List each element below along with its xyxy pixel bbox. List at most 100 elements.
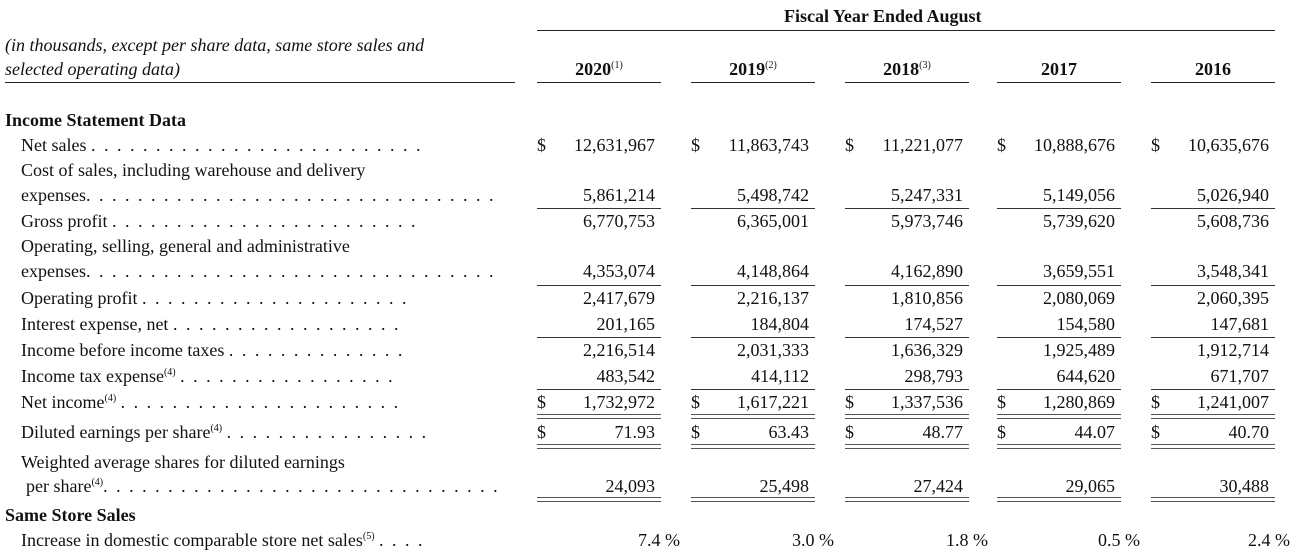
cell-diluted-eps-2019: 63.43 [768,422,810,442]
cell-weighted-shares-2019: 25,498 [759,476,810,496]
cell-net-income-2019: 1,617,221 [737,392,809,412]
total-double-rule [1151,414,1275,419]
total-double-rule [691,444,815,449]
cell-comparable-sales-2016: 2.4 % [1248,530,1290,550]
year-header-2018: 2018(3) [883,59,931,79]
currency-symbol: $ [997,392,1006,412]
subtotal-rule [1151,208,1275,209]
cell-interest-expense-2017: 154,580 [1056,314,1116,334]
row-label-interest-expense: Interest expense, net . . . . . . . . . … [21,314,401,334]
currency-symbol: $ [537,422,546,442]
cell-net-income-2018: 1,337,536 [891,392,963,412]
row-label-weighted-shares-cont: per share(4). . . . . . . . . . . . . . … [26,476,500,496]
leader-dots: . . . . . . . . . . . . . . . . [226,422,429,442]
cell-weighted-shares-2016: 30,488 [1219,476,1270,496]
subtotal-rule [997,389,1121,390]
cell-gross-profit-2020: 6,770,753 [583,211,655,231]
cell-diluted-eps-2017: 44.07 [1074,422,1116,442]
subtotal-rule [845,337,969,338]
leader-dots: . . . . . . . . . . . . . . . . . . . . … [85,261,496,281]
cell-cost-of-sales-2018: 5,247,331 [891,185,963,205]
row-label-income-before-tax: Income before income taxes . . . . . . .… [21,340,405,360]
leader-dots: . . . . [379,530,425,550]
cell-income-tax-2018: 298,793 [904,366,964,386]
subtotal-rule [1151,337,1275,338]
currency-symbol: $ [1151,135,1160,155]
subtotal-rule [691,208,815,209]
year-rule [691,82,815,83]
currency-symbol: $ [845,135,854,155]
cell-osga-2019: 4,148,864 [737,261,809,281]
period-title-rule [537,30,1275,31]
cell-cost-of-sales-2019: 5,498,742 [737,185,809,205]
cell-operating-profit-2016: 2,060,395 [1197,288,1269,308]
section-same-store-sales: Same Store Sales [5,505,136,525]
year-header-2017: 2017 [1041,59,1077,79]
total-double-rule [691,414,815,419]
cell-income-tax-2020: 483,542 [596,366,656,386]
cell-interest-expense-2016: 147,681 [1210,314,1270,334]
cell-net-income-2020: 1,732,972 [583,392,655,412]
subtotal-rule [1151,389,1275,390]
units-note: (in thousands, except per share data, sa… [5,33,424,81]
subtotal-rule [691,337,815,338]
leader-dots: . . . . . . . . . . . . . . . . . . . . … [85,185,496,205]
section-income-statement: Income Statement Data [5,110,186,130]
subtotal-rule [997,285,1121,286]
units-note-line1: (in thousands, except per share data, sa… [5,35,425,55]
cell-osga-2017: 3,659,551 [1043,261,1115,281]
units-note-rule [5,82,515,83]
year-header-2016: 2016 [1195,59,1231,79]
cell-net-sales-2019: 11,863,743 [728,135,809,155]
cell-cost-of-sales-2016: 5,026,940 [1197,185,1269,205]
total-double-rule [1151,444,1275,449]
year-rule [845,82,969,83]
subtotal-rule [537,337,661,338]
leader-dots: . . . . . . . . . . . . . . . . . . . . … [120,392,401,412]
row-label-net-income: Net income(4) . . . . . . . . . . . . . … [21,392,401,412]
leader-dots: . . . . . . . . . . . . . . . . . . . . … [103,476,500,496]
currency-symbol: $ [1151,422,1160,442]
cell-operating-profit-2018: 1,810,856 [891,288,963,308]
cell-osga-2020: 4,353,074 [583,261,655,281]
cell-interest-expense-2020: 201,165 [596,314,656,334]
year-header-2020: 2020(1) [575,59,623,79]
currency-symbol: $ [997,135,1006,155]
leader-dots: . . . . . . . . . . . . . . . . . . . . … [112,211,418,231]
cell-operating-profit-2020: 2,417,679 [583,288,655,308]
subtotal-rule [537,389,661,390]
row-label-osga: Operating, selling, general and administ… [21,236,350,256]
total-double-rule [845,414,969,419]
total-double-rule [845,497,969,502]
currency-symbol: $ [691,422,700,442]
cell-income-tax-2017: 644,620 [1056,366,1116,386]
row-label-operating-profit: Operating profit . . . . . . . . . . . .… [21,288,409,308]
cell-net-income-2017: 1,280,869 [1043,392,1115,412]
row-label-cost-of-sales-cont: expenses. . . . . . . . . . . . . . . . … [21,185,496,205]
leader-dots: . . . . . . . . . . . . . . . . . . [172,314,401,334]
total-double-rule [997,497,1121,502]
cell-income-before-tax-2017: 1,925,489 [1043,340,1115,360]
cell-net-sales-2017: 10,888,676 [1034,135,1115,155]
cell-interest-expense-2019: 184,804 [750,314,810,334]
currency-symbol: $ [691,392,700,412]
subtotal-rule [997,337,1121,338]
cell-comparable-sales-2019: 3.0 % [792,530,834,550]
subtotal-rule [997,208,1121,209]
row-label-gross-profit: Gross profit . . . . . . . . . . . . . .… [21,211,418,231]
year-header-2019: 2019(2) [729,59,777,79]
leader-dots: . . . . . . . . . . . . . . . . . . . . … [90,135,423,155]
subtotal-rule [537,285,661,286]
row-label-osga-cont: expenses. . . . . . . . . . . . . . . . … [21,261,496,281]
total-double-rule [537,414,661,419]
total-double-rule [997,414,1121,419]
cell-net-sales-2016: 10,635,676 [1188,135,1269,155]
row-label-comparable-sales: Increase in domestic comparable store ne… [21,530,425,550]
cell-income-tax-2016: 671,707 [1210,366,1270,386]
row-label-weighted-shares: Weighted average shares for diluted earn… [21,452,345,472]
leader-dots: . . . . . . . . . . . . . . . . . . . . … [141,288,409,308]
cell-net-sales-2020: 12,631,967 [574,135,655,155]
cell-diluted-eps-2018: 48.77 [922,422,964,442]
cell-cost-of-sales-2017: 5,149,056 [1043,185,1115,205]
cell-weighted-shares-2017: 29,065 [1065,476,1116,496]
